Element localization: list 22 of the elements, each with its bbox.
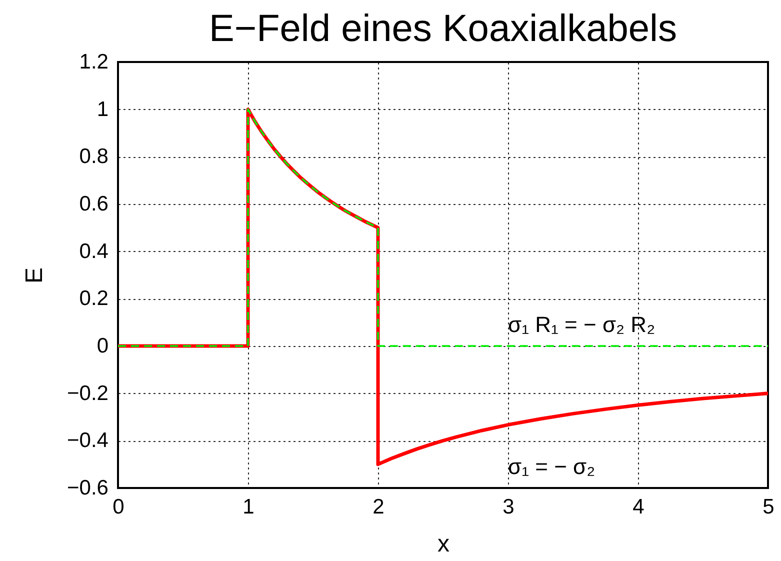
y-tick-label: 0.8 xyxy=(79,145,108,168)
x-tick-label: 0 xyxy=(112,496,124,518)
y-tick-label: −0.4 xyxy=(67,429,109,452)
y-axis-title: E xyxy=(21,267,48,284)
x-tick-label: 1 xyxy=(242,496,254,518)
y-tick-label: 1.2 xyxy=(79,50,108,74)
y-tick-label: −0.2 xyxy=(67,382,108,405)
y-tick-label: −0.6 xyxy=(67,476,108,500)
x-tick-label: 2 xyxy=(372,496,384,518)
x-tick-label: 3 xyxy=(502,496,514,518)
y-tick-label: 0 xyxy=(96,334,108,358)
annotation: σ₁ R₁ = − σ₂ R₂ xyxy=(508,312,656,337)
x-tick-label: 4 xyxy=(632,496,645,518)
chart-title: E−Feld eines Koaxialkabels xyxy=(209,8,677,50)
line-series xyxy=(118,108,768,347)
y-tick-label: 0.4 xyxy=(79,240,109,263)
y-tick-label: 0.6 xyxy=(79,192,108,216)
x-axis-title: x xyxy=(438,530,450,558)
annotation: σ₁ = − σ₂ xyxy=(508,454,596,479)
y-tick-label: 0.2 xyxy=(79,287,108,310)
y-tick-label: 1 xyxy=(96,98,108,121)
x-tick-label: 5 xyxy=(762,496,774,518)
